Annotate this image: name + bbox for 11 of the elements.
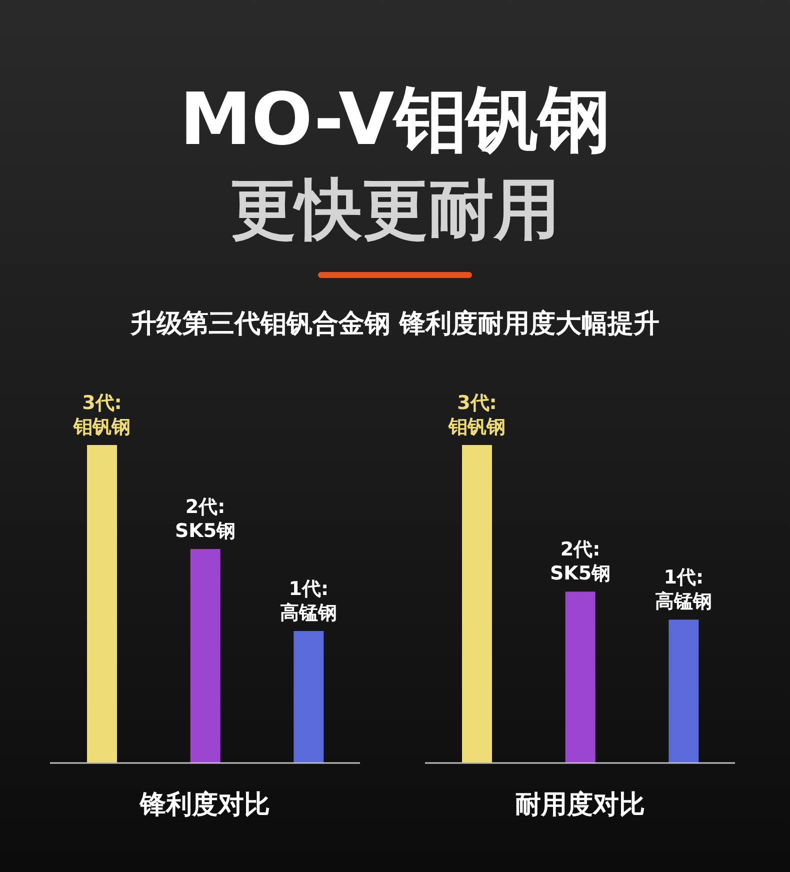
x-axis-title: 耐用度对比 (514, 789, 646, 822)
text: 升级第三代钼钒合金钢 锋利度耐用度大幅提升 (129, 308, 661, 341)
x-tick-label: 2代: SK5钢 (550, 538, 611, 585)
x-tick-label: 3代: 钼钒钢 (72, 392, 130, 438)
x-tick-label: 1代: 高锰钢 (280, 578, 338, 624)
chart-subtitle: 更快更耐用 (229, 170, 561, 250)
x-tick-label: 3代: 钼钒钢 (448, 392, 506, 438)
x-tick-label: 1代: 高锰钢 (655, 566, 712, 613)
x-axis-title: 锋利度对比 (138, 789, 271, 822)
x-tick-label: 2代: SK5钢 (175, 496, 236, 542)
chart-title: MO-V钼钒钢 (178, 76, 612, 163)
